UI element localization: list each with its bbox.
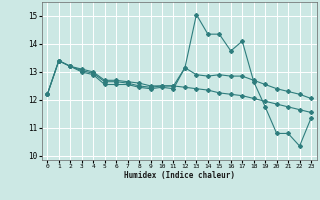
X-axis label: Humidex (Indice chaleur): Humidex (Indice chaleur) — [124, 171, 235, 180]
